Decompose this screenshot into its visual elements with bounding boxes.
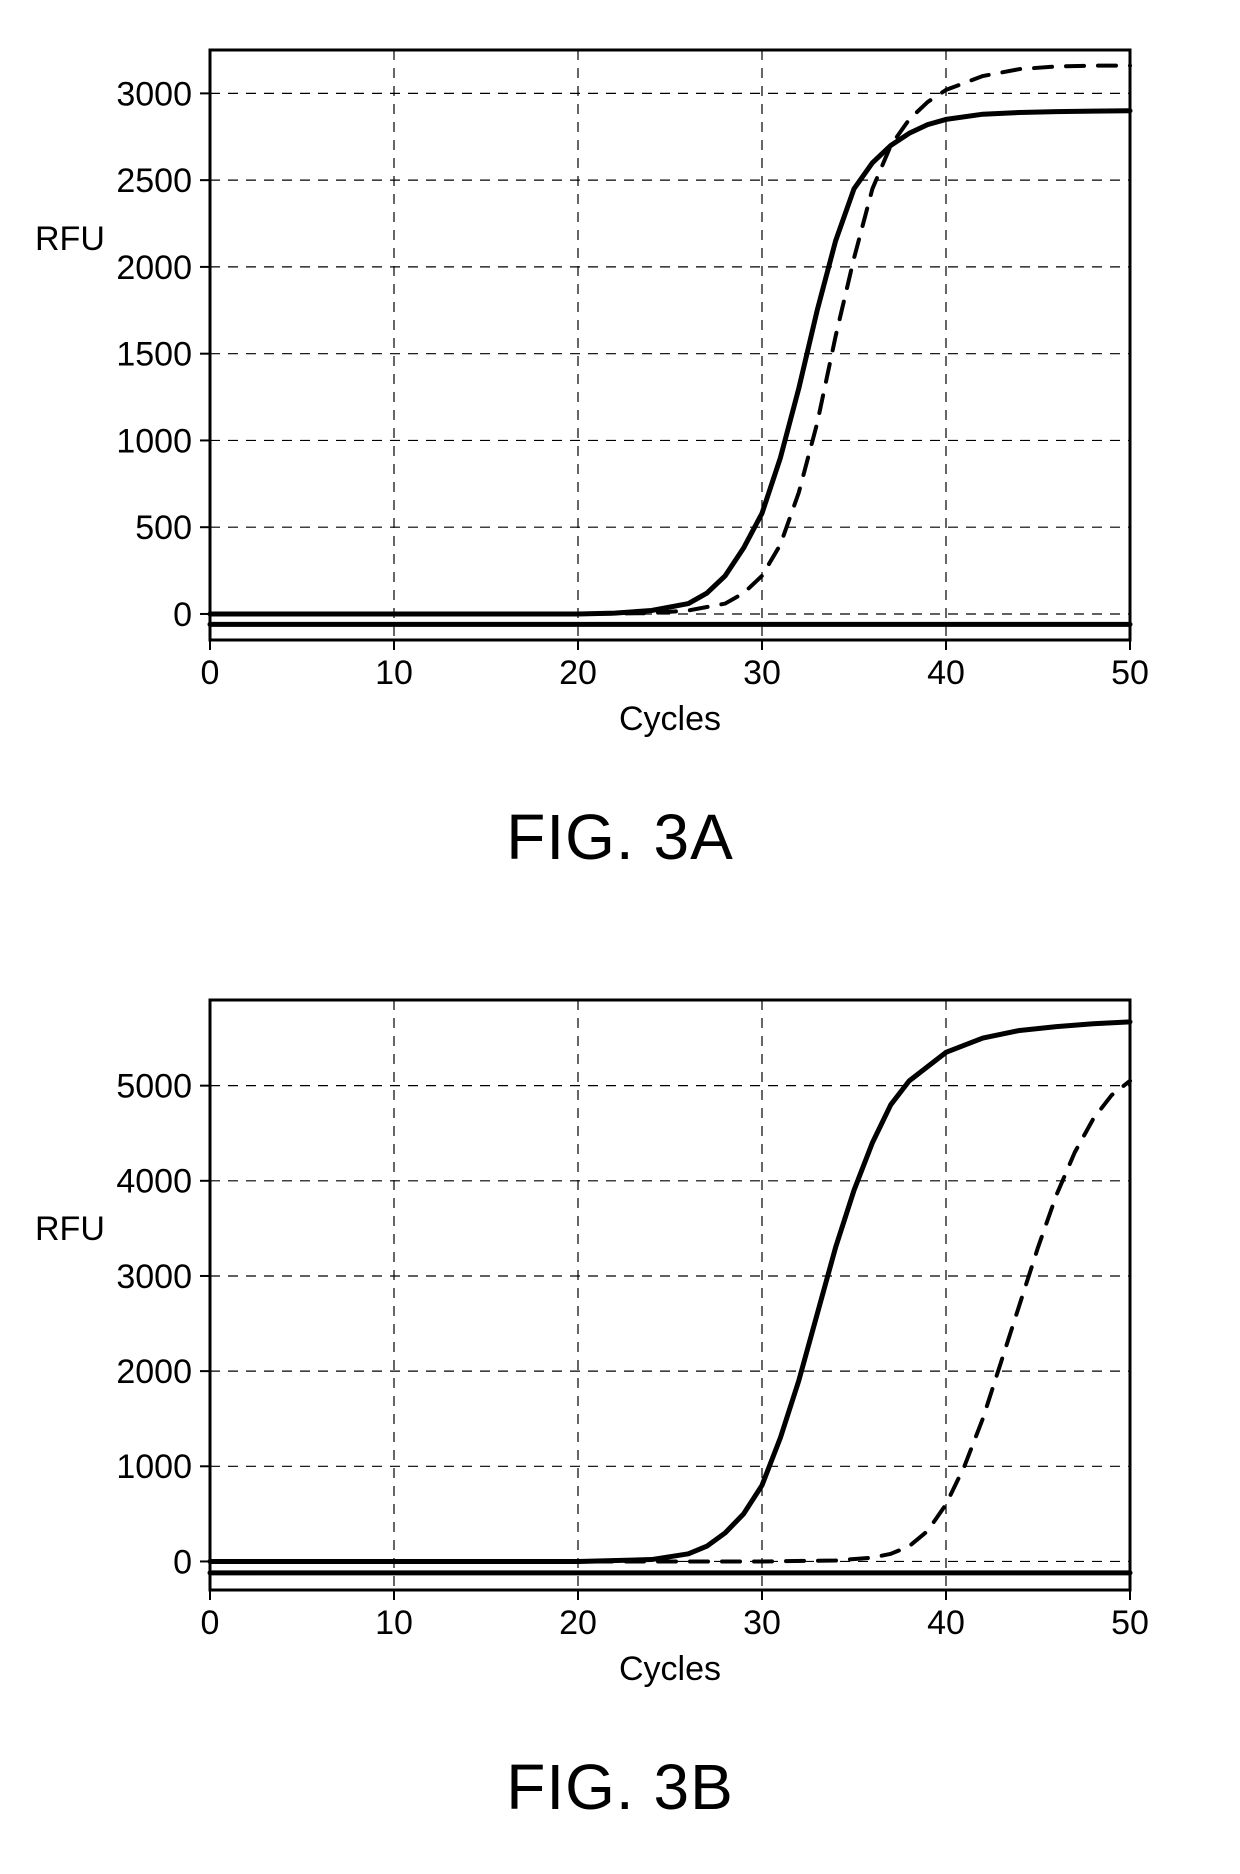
svg-text:2000: 2000 [116,1353,192,1391]
svg-text:0: 0 [201,654,220,692]
svg-text:20: 20 [559,654,597,692]
svg-text:500: 500 [135,509,192,547]
chart-3b-wrap: RFU 0 10 20 30 40 50 0 1000 2000 3000 4000 5000 Cycl… [0,980,1240,1710]
svg-text:0: 0 [173,1543,192,1581]
svg-text:1000: 1000 [116,422,192,460]
svg-text:10: 10 [375,654,413,692]
svg-text:3000: 3000 [116,75,192,113]
svg-text:20: 20 [559,1604,597,1642]
chart-3b-svg: 0 10 20 30 40 50 0 1000 2000 3000 4000 5000 Cycles [0,980,1240,1710]
svg-text:Cycles: Cycles [619,1650,721,1688]
ylabel-3a: RFU [35,220,105,259]
svg-text:0: 0 [173,596,192,634]
svg-text:10: 10 [375,1604,413,1642]
svg-text:40: 40 [927,1604,965,1642]
svg-text:30: 30 [743,1604,781,1642]
svg-text:1000: 1000 [116,1448,192,1486]
svg-text:Cycles: Cycles [619,700,721,738]
svg-text:2500: 2500 [116,162,192,200]
chart-3a-wrap: RFU 01020304050050010001500200025003000C… [0,30,1240,760]
svg-text:5000: 5000 [116,1068,192,1106]
figure-3a: RFU 01020304050050010001500200025003000C… [0,30,1240,900]
svg-text:30: 30 [743,654,781,692]
ylabel-3b: RFU [35,1210,105,1249]
svg-text:40: 40 [927,654,965,692]
svg-text:50: 50 [1111,1604,1149,1642]
page: RFU 01020304050050010001500200025003000C… [0,0,1240,1874]
svg-text:1500: 1500 [116,336,192,374]
svg-text:4000: 4000 [116,1163,192,1201]
caption-3b: FIG. 3B [0,1750,1240,1824]
chart-3a-svg: 01020304050050010001500200025003000Cycle… [0,30,1240,760]
svg-text:50: 50 [1111,654,1149,692]
svg-text:2000: 2000 [116,249,192,287]
svg-text:0: 0 [201,1604,220,1642]
svg-text:3000: 3000 [116,1258,192,1296]
figure-3b: RFU 0 10 20 30 40 50 0 1000 2000 3000 4000 5000 Cycl… [0,980,1240,1850]
caption-3a: FIG. 3A [0,800,1240,874]
